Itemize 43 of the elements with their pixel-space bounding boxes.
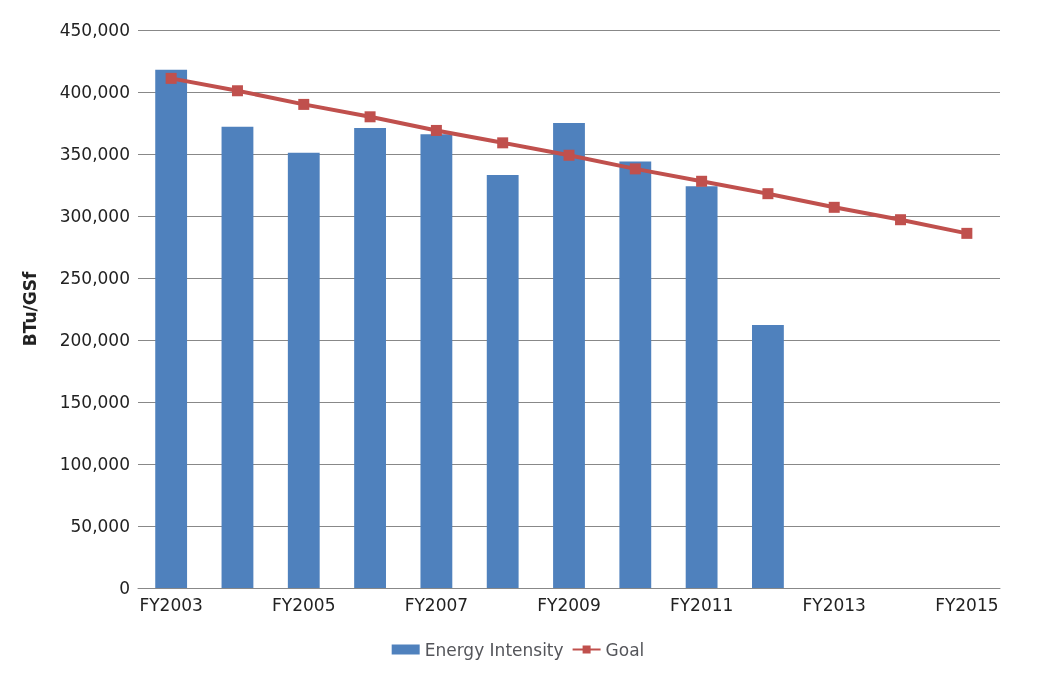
bar (752, 325, 784, 588)
point (364, 111, 376, 123)
y-tick-label: 400,000 (59, 82, 130, 102)
y-tick-label: 200,000 (59, 330, 130, 350)
bar (619, 161, 652, 588)
x-tick-label: FY2005 (272, 594, 336, 615)
x-tick-label: FY2009 (537, 594, 601, 615)
bar (486, 175, 519, 588)
bar (553, 123, 585, 588)
bar (685, 186, 718, 588)
point (696, 175, 708, 187)
y-tick-label: 250,000 (59, 268, 130, 288)
x-tick-label: FY2003 (139, 594, 203, 615)
point (430, 124, 442, 136)
x-tick-label: FY2015 (935, 594, 999, 615)
y-tick-label: 350,000 (59, 144, 130, 164)
bar (155, 69, 188, 588)
point (629, 163, 641, 175)
bar (287, 152, 320, 588)
point (497, 137, 509, 149)
point (762, 188, 774, 200)
point (961, 227, 973, 239)
x-tick-label: FY2013 (802, 594, 866, 615)
legend-label: Energy Intensity (424, 639, 564, 660)
y-tick-label: 150,000 (59, 392, 130, 412)
point (563, 149, 575, 161)
point (165, 72, 177, 84)
bar (354, 127, 386, 588)
y-tick-label: 300,000 (59, 206, 130, 226)
point (298, 98, 310, 110)
y-tick-label: 450,000 (59, 20, 130, 40)
y-tick-label: 0 (119, 578, 130, 598)
x-tick-label: FY2011 (669, 594, 734, 615)
y-tick-label: 100,000 (59, 454, 130, 474)
point (231, 85, 243, 97)
legend-label: Goal (605, 639, 645, 660)
y-axis-title: BTu/GSf (19, 271, 40, 347)
point (828, 201, 840, 213)
point (895, 214, 907, 226)
y-tick-label: 50,000 (70, 516, 130, 536)
x-tick-label: FY2007 (404, 594, 469, 615)
bar (420, 134, 453, 588)
bar (221, 126, 254, 588)
